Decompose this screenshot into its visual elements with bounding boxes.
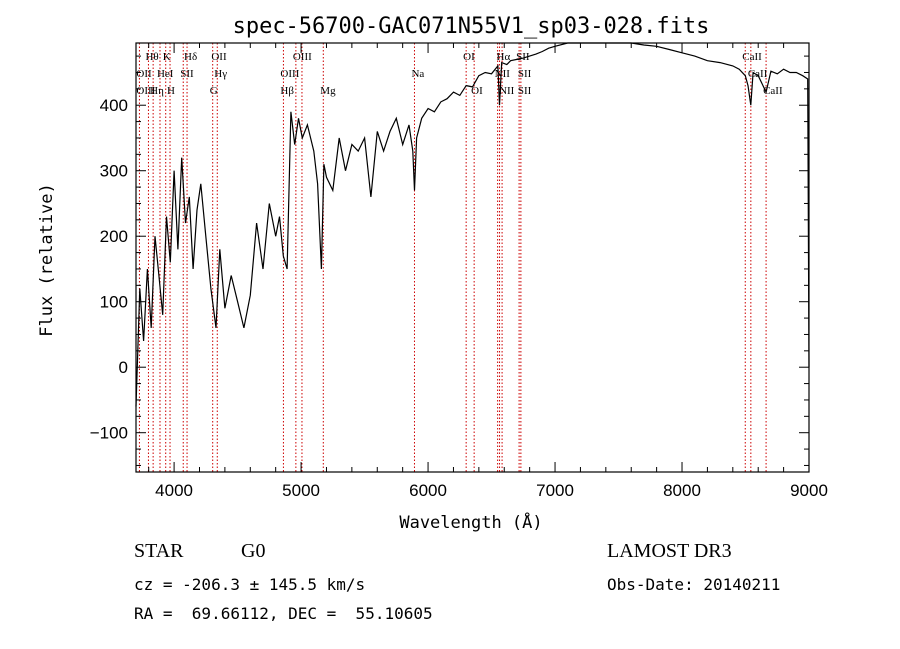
coordinates-readout: RA = 69.66112, DEC = 55.10605 (134, 604, 433, 623)
line-id-label: OII (211, 51, 227, 63)
emission-line-labels: Hθ K Hδ OII OIII OI Hα SII CaII OII HeI SII Hγ OIII Na… (136, 51, 783, 97)
y-tick-label: 300 (100, 162, 128, 181)
x-tick-label: 4000 (155, 481, 193, 500)
line-id-label: Hα (497, 51, 511, 63)
x-axis-label: Wavelength (Å) (399, 511, 542, 533)
observation-date: Obs-Date: 20140211 (607, 575, 781, 594)
x-tick-label: 9000 (790, 481, 828, 500)
plot-frame (135, 42, 810, 473)
spectrum-line (135, 42, 810, 407)
line-id-label: G (210, 85, 218, 97)
line-id-label: OI (471, 85, 483, 97)
line-id-label: SII (518, 85, 532, 97)
line-id-label: Mg (320, 85, 336, 97)
line-id-label: OII (136, 68, 152, 80)
chart-title: spec-56700-GAC071N55V1_sp03-028.fits (233, 14, 710, 39)
line-id-label: OIII (280, 68, 299, 80)
line-id-label: Hθ (145, 51, 158, 63)
y-tick-label: 200 (100, 227, 128, 246)
axis-ticks: 4000 5000 6000 7000 8000 9000 −100 0 100 200 300 40… (90, 43, 828, 500)
emission-line-markers (138, 43, 767, 472)
line-id-label: K (163, 51, 171, 63)
line-id-label: NII (499, 85, 515, 97)
line-id-label: OI (463, 51, 475, 63)
x-tick-label: 8000 (663, 481, 701, 500)
x-tick-label: 5000 (282, 481, 320, 500)
spectral-subclass: G0 (241, 540, 266, 562)
redshift-readout: cz = -206.3 ± 145.5 km/s (134, 575, 366, 594)
y-tick-label: 0 (119, 358, 128, 377)
line-id-label: H (167, 85, 175, 97)
line-id-label: CaII (748, 68, 768, 80)
line-id-label: CaII (763, 85, 783, 97)
line-id-label: Hγ (214, 68, 227, 80)
line-id-label: SII (516, 51, 530, 63)
survey-name: LAMOST DR3 (607, 540, 732, 562)
line-id-label: Hβ (280, 85, 294, 97)
line-id-label: SII (518, 68, 532, 80)
line-id-label: OIII (293, 51, 312, 63)
line-id-label: OIII (136, 85, 155, 97)
line-id-label: SII (180, 68, 194, 80)
y-tick-label: −100 (90, 424, 128, 443)
y-tick-label: 100 (100, 293, 128, 312)
line-id-label: NII (495, 68, 511, 80)
line-id-label: CaII (742, 51, 762, 63)
line-id-label: Hη (150, 85, 164, 97)
line-id-label: Na (411, 68, 424, 80)
x-tick-label: 6000 (409, 481, 447, 500)
object-type: STAR (134, 540, 184, 562)
y-axis-label: Flux (relative) (37, 183, 57, 337)
line-id-label: HeI (157, 68, 174, 80)
x-tick-label: 7000 (536, 481, 574, 500)
line-id-label: Hδ (184, 51, 197, 63)
y-tick-label: 400 (100, 96, 128, 115)
